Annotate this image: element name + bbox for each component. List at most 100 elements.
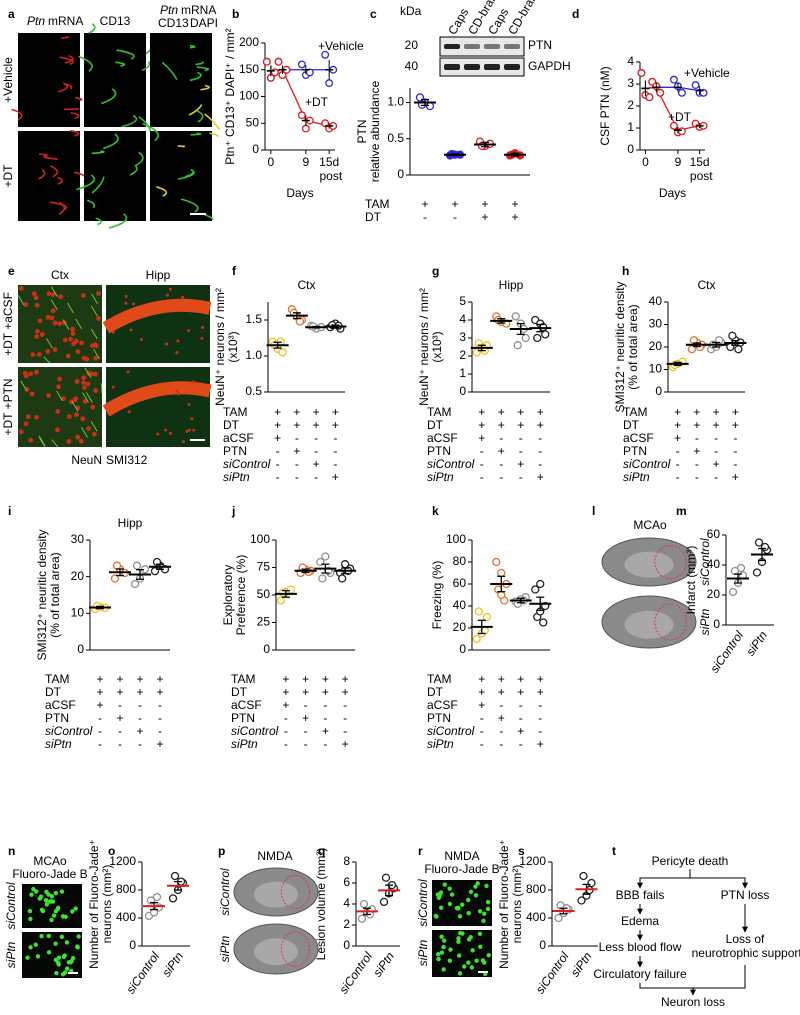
cell xyxy=(201,325,205,329)
condition-sign: - xyxy=(480,470,484,484)
condition-sign: + xyxy=(322,724,329,738)
condition-sign: - xyxy=(158,698,162,712)
condition-sign: - xyxy=(538,431,542,445)
neuron xyxy=(436,956,441,962)
y-axis-label: NeuN⁺ neurons / mm² xyxy=(213,288,227,406)
condition-sign: - xyxy=(295,470,299,484)
condition-sign: - xyxy=(676,457,680,471)
condition-sign: + xyxy=(674,418,681,432)
image-title: MCAo xyxy=(633,518,667,532)
condition-sign: + xyxy=(282,685,289,699)
data-point xyxy=(521,333,530,343)
neuron xyxy=(46,933,51,939)
condition-label: siControl xyxy=(427,724,475,738)
cell xyxy=(166,293,170,297)
y-axis-label: Preference (%) xyxy=(234,555,248,636)
condition-sign: + xyxy=(498,711,505,725)
condition-sign: + xyxy=(302,711,309,725)
data-point xyxy=(656,88,665,97)
y-tick-label: 150 xyxy=(239,62,259,76)
brain-inner xyxy=(254,881,298,908)
condition-sign: - xyxy=(453,210,457,224)
cell xyxy=(39,332,45,337)
condition-sign: - xyxy=(276,444,280,458)
data-point xyxy=(278,348,287,357)
condition-sign: + xyxy=(732,418,739,432)
chart-title: Ctx xyxy=(298,278,316,292)
condition-sign: + xyxy=(313,418,320,432)
condition-label: TAM xyxy=(623,405,647,419)
vessel xyxy=(115,61,126,67)
diagram-node: Edema xyxy=(621,914,659,928)
y-tick-label: 0 xyxy=(129,938,136,952)
condition-sign: - xyxy=(314,431,318,445)
condition-sign: - xyxy=(323,711,327,725)
neuron xyxy=(485,906,491,912)
row-label: siPtn xyxy=(218,935,232,962)
panel-label: e xyxy=(8,264,15,278)
neuron xyxy=(44,902,49,907)
x-axis-label: Days xyxy=(286,186,313,200)
data-point xyxy=(754,538,764,547)
cell xyxy=(18,286,24,291)
cell xyxy=(168,431,172,435)
neuron xyxy=(457,914,463,919)
condition-sign: - xyxy=(480,457,484,471)
condition-sign: + xyxy=(282,698,289,712)
neuron xyxy=(447,958,453,963)
condition-label: PTN xyxy=(427,444,451,458)
data-point xyxy=(752,568,762,577)
row-label: siControl xyxy=(218,868,232,916)
vessel xyxy=(75,96,83,102)
micrograph xyxy=(102,367,212,447)
y-tick-label: 0 xyxy=(713,617,720,631)
y-tick-label: 0 xyxy=(459,384,466,398)
condition-label: aCSF xyxy=(427,431,458,445)
panel-label: h xyxy=(622,264,629,278)
panel-label: k xyxy=(432,504,439,518)
condition-sign: + xyxy=(332,405,339,419)
cell xyxy=(78,438,84,444)
data-point xyxy=(677,127,686,136)
condition-sign: + xyxy=(713,405,720,419)
panel-label: i xyxy=(8,504,11,518)
image-title: Fluoro-Jade B xyxy=(12,867,87,881)
cell xyxy=(66,439,72,444)
micrograph xyxy=(18,129,86,221)
vessel xyxy=(134,151,144,167)
neuron xyxy=(441,944,446,950)
condition-sign: + xyxy=(478,685,485,699)
neurite xyxy=(90,420,98,432)
cell xyxy=(93,355,99,361)
neurite xyxy=(90,305,98,317)
vessel xyxy=(200,84,210,91)
vessel xyxy=(50,165,58,178)
y-tick-label: 10 xyxy=(649,362,663,376)
vessel xyxy=(195,61,204,66)
x-tick-label: 15d post xyxy=(687,155,714,183)
condition-sign: - xyxy=(499,698,503,712)
cell xyxy=(57,376,62,382)
condition-label: PTN xyxy=(231,711,255,725)
condition-sign: - xyxy=(499,470,503,484)
data-point xyxy=(297,111,306,120)
cell xyxy=(82,385,87,391)
cell xyxy=(96,316,101,321)
condition-sign: + xyxy=(511,197,518,211)
data-point xyxy=(325,79,334,88)
condition-sign: - xyxy=(733,444,737,458)
data-point xyxy=(734,345,743,354)
condition-sign: - xyxy=(314,470,318,484)
y-tick-label: 2 xyxy=(343,917,350,931)
band xyxy=(444,64,460,70)
y-tick-label: 800 xyxy=(116,882,136,896)
condition-label: aCSF xyxy=(231,698,262,712)
vessel xyxy=(78,55,93,72)
condition-label: siPtn xyxy=(623,470,650,484)
condition-sign: - xyxy=(98,737,102,751)
y-axis-label: neurons (mm²) xyxy=(510,865,524,944)
y-axis-label: Number of Fluoro-Jade⁺ xyxy=(87,839,101,969)
cell xyxy=(55,408,61,414)
stain-label: SMI312 xyxy=(106,453,148,467)
condition-label: DT xyxy=(231,685,248,699)
